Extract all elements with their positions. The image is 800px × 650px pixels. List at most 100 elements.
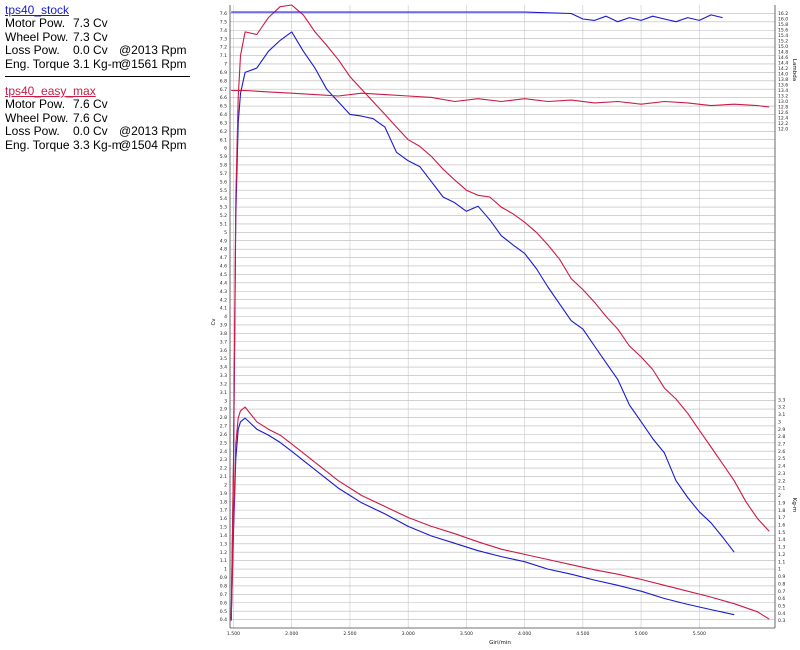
stat-row: Wheel Pow. 7.3 Cv [5,29,108,44]
power-tick-label: 3.3 [220,373,227,379]
power-tick-label: 0.8 [220,584,227,590]
power-tick-label: 3.1 [220,390,227,396]
power-tick-label: 6.3 [220,120,227,126]
power-tick-label: 0.4 [220,617,227,623]
power-tick-label: 6.1 [220,137,227,143]
power-tick-label: 2.2 [220,466,227,472]
lambda-tick-label: 13.0 [778,99,788,105]
torque-tick-label: 1.4 [778,537,785,543]
x-tick-label: 2.500 [343,631,356,637]
power-tick-label: 2.4 [220,449,227,455]
power-tick-label: 5 [224,230,227,236]
stat-row: Eng. Torque 3.3 Kg-m@1504 Rpm [5,137,187,152]
power-tick-label: 5.1 [220,221,227,227]
lambda-tick-label: 16.2 [778,11,788,17]
torque-tick-label: 2.8 [778,434,785,440]
power-tick-label: 2.7 [220,424,227,430]
torque-tick-label: 0.9 [778,574,785,580]
stat-row: Loss Pow. 0.0 Cv @2013 Rpm [5,43,187,57]
lambda-tick-label: 13.4 [778,88,788,94]
legend-divider [5,76,190,77]
lambda-tick-label: 15.6 [778,28,788,34]
lambda-tick-label: 12.0 [778,127,788,133]
grid-lines [230,5,775,628]
power-tick-label: 4.3 [220,289,227,295]
torque-tick-label: 2.9 [778,427,785,433]
power-tick-label: 3 [224,398,227,404]
x-tick-label: 2.000 [285,631,298,637]
power-tick-label: 5.4 [220,196,227,202]
torque-tick-label: 1.9 [778,500,785,506]
x-tick-label: 3.000 [402,631,415,637]
power-tick-label: 3.2 [220,381,227,387]
tick-labels: 0.40.50.60.70.80.911.11.21.31.41.51.61.7… [220,11,789,637]
torque-tick-label: 1.6 [778,523,785,529]
power-tick-label: 2.5 [220,440,227,446]
torque-tick-label: 1.5 [778,530,785,536]
power-tick-label: 7.2 [220,45,227,51]
power-tick-label: 0.9 [220,575,227,581]
torque-tick-label: 1.8 [778,508,785,514]
lambda-axis-label: Lambda [791,59,797,81]
lambda-tick-label: 14.0 [778,72,788,78]
power-tick-label: 6 [224,146,227,152]
power-tick-label: 2 [224,482,227,488]
x-tick-label: 3.500 [460,631,473,637]
power-tick-label: 4.8 [220,247,227,253]
lambda-tick-label: 12.6 [778,110,788,116]
run-title-stock: tps40_stock [5,3,70,17]
power-tick-label: 6.8 [220,78,227,84]
torque-tick-label: 3 [778,419,781,425]
power-tick-label: 6.9 [220,70,227,76]
power-tick-label: 2.8 [220,415,227,421]
torque-tick-label: 2.1 [778,486,785,492]
torque-tick-label: 0.8 [778,581,785,587]
power-axis-label: Cv [211,318,217,326]
power-tick-label: 7.4 [220,28,227,34]
torque-tick-label: 2 [778,493,781,499]
power-tick-label: 5.2 [220,213,227,219]
torque-tick-label: 1.3 [778,545,785,551]
lambda-tick-label: 13.8 [778,77,788,83]
series-lambda-tps40_easy_max [231,89,770,108]
stock-rows: Motor Pow. 7.3 Cv Wheel Pow. 7.3 Cv Loss P… [5,16,190,71]
lambda-tick-label: 15.4 [778,33,788,39]
power-tick-label: 1.4 [220,533,227,539]
stat-row: Wheel Pow. 7.6 Cv [5,110,108,125]
x-tick-label: 1.500 [227,631,240,637]
lambda-tick-label: 14.4 [778,61,788,67]
power-tick-label: 2.6 [220,432,227,438]
power-tick-label: 5.9 [220,154,227,160]
power-tick-label: 0.6 [220,600,227,606]
lambda-tick-label: 14.6 [778,55,788,61]
lambda-tick-label: 13.6 [778,83,788,89]
power-tick-label: 2.3 [220,457,227,463]
power-tick-label: 6.4 [220,112,227,118]
torque-tick-label: 1.2 [778,552,785,558]
lambda-tick-label: 15.2 [778,39,788,45]
power-tick-label: 7.6 [220,11,227,17]
series-lambda-tps40_stock [231,11,723,23]
power-tick-label: 4.7 [220,255,227,261]
power-tick-label: 2.1 [220,474,227,480]
lambda-tick-label: 12.8 [778,105,788,111]
lambda-tick-label: 12.2 [778,121,788,127]
power-tick-label: 3.4 [220,365,227,371]
power-tick-label: 4.1 [220,306,227,312]
power-tick-label: 6.2 [220,129,227,135]
power-tick-label: 3.8 [220,331,227,337]
power-tick-label: 4.4 [220,280,227,286]
x-tick-label: 4.500 [576,631,589,637]
power-tick-label: 7 [224,62,227,68]
torque-axis-label: Kg-m [791,498,797,512]
stat-row: Motor Pow. 7.3 Cv [5,16,108,30]
lambda-tick-label: 14.8 [778,50,788,56]
power-tick-label: 6.6 [220,95,227,101]
torque-tick-label: 0.6 [778,596,785,602]
power-tick-label: 3.7 [220,339,227,345]
power-tick-label: 6.5 [220,104,227,110]
power-tick-label: 0.5 [220,609,227,615]
torque-tick-label: 2.7 [778,442,785,448]
power-tick-label: 1 [224,567,227,573]
